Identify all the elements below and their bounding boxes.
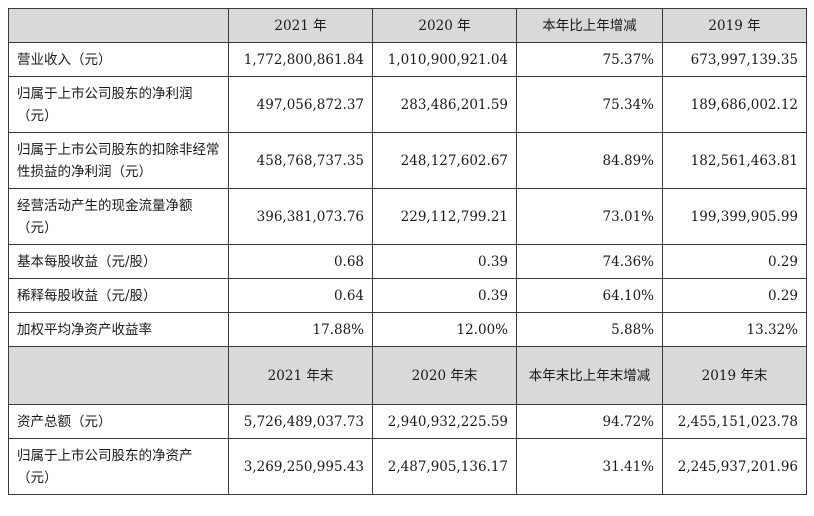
row-label: 加权平均净资产收益率 <box>8 312 229 347</box>
row-label: 稀释每股收益（元/股） <box>8 278 229 313</box>
financial-summary-table: 2021 年 2020 年 本年比上年增减 2019 年 营业收入（元） 1,7… <box>8 8 807 495</box>
table-row: 归属于上市公司股东的净资产（元） 3,269,250,995.43 2,487,… <box>8 438 807 495</box>
cell-value: 0.64 <box>228 278 373 313</box>
cell-value: 1,010,900,921.04 <box>372 42 517 77</box>
table-row: 归属于上市公司股东的扣除非经常性损益的净利润（元） 458,768,737.35… <box>8 132 807 189</box>
cell-value: 84.89% <box>516 132 663 189</box>
cell-value: 1,772,800,861.84 <box>228 42 373 77</box>
cell-value: 229,112,799.21 <box>372 188 517 245</box>
header-yearend-change: 本年末比上年末增减 <box>516 346 663 405</box>
cell-value: 248,127,602.67 <box>372 132 517 189</box>
row-label: 归属于上市公司股东的扣除非经常性损益的净利润（元） <box>8 132 229 189</box>
cell-value: 73.01% <box>516 188 663 245</box>
cell-value: 5.88% <box>516 312 663 347</box>
table-row: 基本每股收益（元/股） 0.68 0.39 74.36% 0.29 <box>8 244 807 279</box>
cell-value: 13.32% <box>662 312 807 347</box>
table-row: 加权平均净资产收益率 17.88% 12.00% 5.88% 13.32% <box>8 312 807 347</box>
cell-value: 0.29 <box>662 278 807 313</box>
header-yearend-2020: 2020 年末 <box>372 346 517 405</box>
header-yearend-2019: 2019 年末 <box>662 346 807 405</box>
cell-value: 189,686,002.12 <box>662 76 807 133</box>
cell-value: 17.88% <box>228 312 373 347</box>
cell-value: 31.41% <box>516 438 663 495</box>
header-yoy-change: 本年比上年增减 <box>516 8 663 43</box>
table-row: 稀释每股收益（元/股） 0.64 0.39 64.10% 0.29 <box>8 278 807 313</box>
table-header-row: 2021 年 2020 年 本年比上年增减 2019 年 <box>8 8 807 43</box>
row-label: 归属于上市公司股东的净资产（元） <box>8 438 229 495</box>
header-year-2019: 2019 年 <box>662 8 807 43</box>
cell-value: 2,245,937,201.96 <box>662 438 807 495</box>
cell-value: 0.29 <box>662 244 807 279</box>
header-year-2021: 2021 年 <box>228 8 373 43</box>
cell-value: 497,056,872.37 <box>228 76 373 133</box>
cell-value: 0.39 <box>372 278 517 313</box>
header-blank-cell <box>8 8 229 43</box>
header-year-2020: 2020 年 <box>372 8 517 43</box>
row-label: 归属于上市公司股东的净利润（元） <box>8 76 229 133</box>
cell-value: 2,487,905,136.17 <box>372 438 517 495</box>
cell-value: 0.39 <box>372 244 517 279</box>
table-row: 资产总额（元） 5,726,489,037.73 2,940,932,225.5… <box>8 404 807 439</box>
row-label: 经营活动产生的现金流量净额（元） <box>8 188 229 245</box>
cell-value: 75.34% <box>516 76 663 133</box>
row-label: 资产总额（元） <box>8 404 229 439</box>
cell-value: 5,726,489,037.73 <box>228 404 373 439</box>
cell-value: 3,269,250,995.43 <box>228 438 373 495</box>
table-header-row: 2021 年末 2020 年末 本年末比上年末增减 2019 年末 <box>8 346 807 405</box>
cell-value: 673,997,139.35 <box>662 42 807 77</box>
cell-value: 75.37% <box>516 42 663 77</box>
table-row: 经营活动产生的现金流量净额（元） 396,381,073.76 229,112,… <box>8 188 807 245</box>
table-row: 归属于上市公司股东的净利润（元） 497,056,872.37 283,486,… <box>8 76 807 133</box>
cell-value: 396,381,073.76 <box>228 188 373 245</box>
cell-value: 0.68 <box>228 244 373 279</box>
cell-value: 2,940,932,225.59 <box>372 404 517 439</box>
cell-value: 12.00% <box>372 312 517 347</box>
cell-value: 74.36% <box>516 244 663 279</box>
row-label: 基本每股收益（元/股） <box>8 244 229 279</box>
cell-value: 2,455,151,023.78 <box>662 404 807 439</box>
cell-value: 94.72% <box>516 404 663 439</box>
cell-value: 182,561,463.81 <box>662 132 807 189</box>
header-yearend-2021: 2021 年末 <box>228 346 373 405</box>
cell-value: 64.10% <box>516 278 663 313</box>
cell-value: 283,486,201.59 <box>372 76 517 133</box>
header-blank-cell <box>8 346 229 405</box>
cell-value: 458,768,737.35 <box>228 132 373 189</box>
table-row: 营业收入（元） 1,772,800,861.84 1,010,900,921.0… <box>8 42 807 77</box>
cell-value: 199,399,905.99 <box>662 188 807 245</box>
row-label: 营业收入（元） <box>8 42 229 77</box>
